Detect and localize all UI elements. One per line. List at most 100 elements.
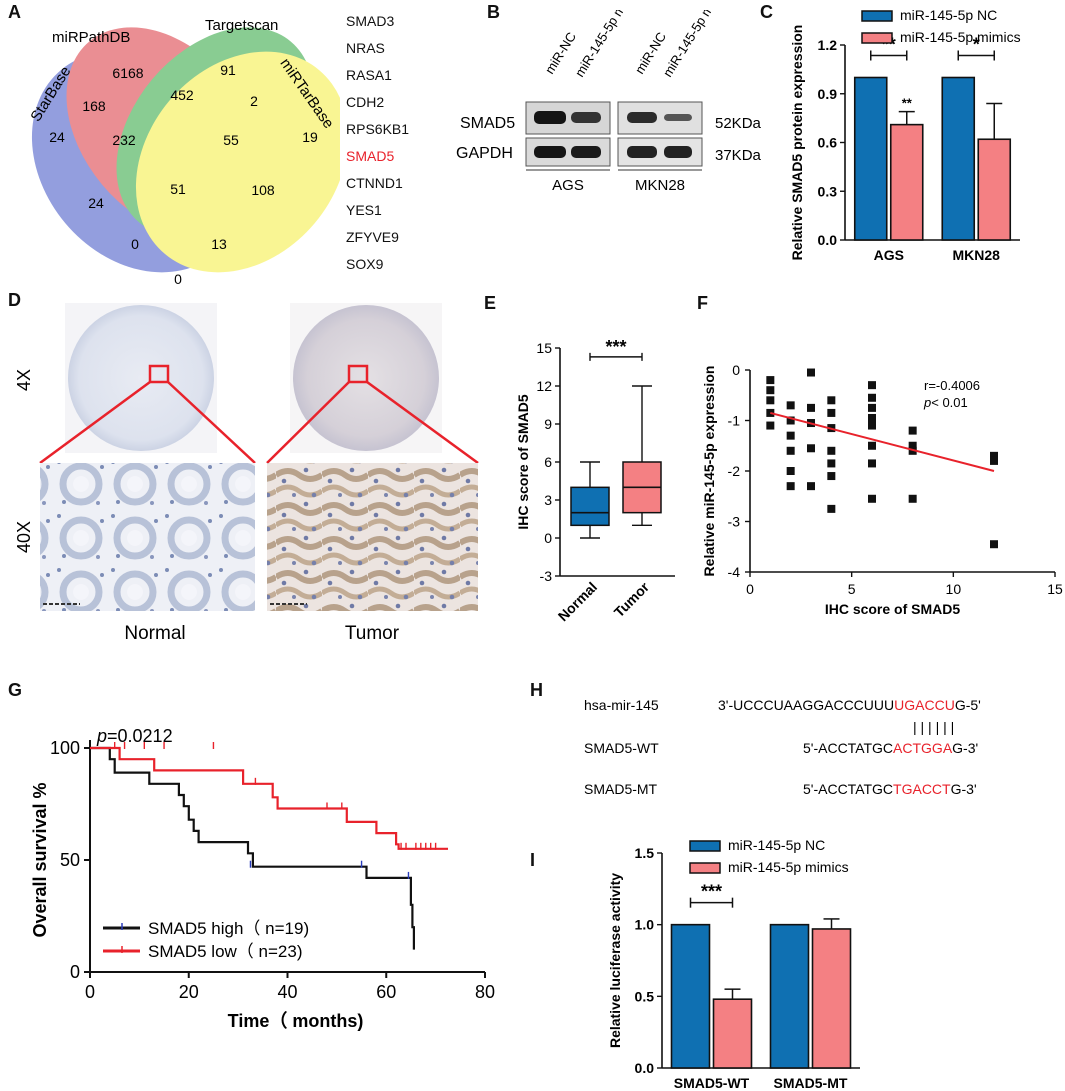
x-tick-label: 20 [179, 982, 199, 1002]
y-axis-title: Overall survival % [30, 782, 50, 937]
panel-label-a: A [8, 2, 21, 22]
lane-label: miR-145-5p mimics [660, 10, 732, 80]
venn-count: 24 [88, 195, 104, 211]
normal-40x-image [40, 463, 255, 611]
zoom-box [148, 364, 170, 384]
x-axis-title: Time（ months) [228, 1011, 364, 1031]
gene-list-item: SOX9 [346, 256, 384, 272]
x-axis-title: IHC score of SMAD5 [825, 601, 961, 617]
scatter-point [868, 403, 876, 412]
venn-count: 55 [223, 132, 239, 148]
scatter-point [827, 472, 836, 481]
y-tick-label: -3 [540, 568, 553, 584]
seq-label: SMAD5-MT [584, 781, 658, 797]
venn-count: 0 [174, 271, 182, 287]
legend-label: miR-145-5p NC [728, 837, 825, 853]
blot-band [627, 146, 657, 158]
y-tick-label: -3 [728, 514, 741, 530]
survival-curve [90, 746, 448, 850]
venn-count: 0 [131, 236, 139, 252]
bar [769, 923, 810, 1069]
scatter-point [827, 396, 836, 405]
survival-curve [90, 746, 415, 950]
venn-count: 452 [170, 87, 194, 103]
scatter-point [827, 446, 836, 455]
legend-swatch [861, 10, 893, 22]
blot-size-label: 52KDa [715, 115, 762, 132]
y-tick-label: 1.5 [635, 845, 655, 861]
seq-label: SMAD5-WT [584, 740, 659, 756]
chart-f-correlation-scatter: 0 5 10 15 0 -1 -2 -3 -4 r=-0.4006 p< 0.01 IHC score… [701, 362, 1063, 617]
significance-stars: *** [701, 882, 722, 902]
blot-band [534, 146, 566, 158]
x-tick-label: 0 [746, 581, 754, 597]
y-tick-label: 1.0 [635, 917, 655, 933]
y-tick-label: -4 [728, 564, 741, 580]
venn-label-mirpathdb: miRPathDB [52, 29, 130, 46]
venn-count: 168 [82, 98, 106, 114]
scatter-point [807, 403, 815, 412]
panel-label-c: C [760, 2, 773, 22]
venn-count: 24 [49, 129, 65, 145]
blot-band [664, 114, 692, 121]
venn-count: 6168 [112, 65, 143, 81]
gene-list-item: CDH2 [346, 94, 385, 110]
blot-band [571, 146, 601, 158]
mt-sequence: 5'-ACCTATGCTGACCTG-3' [803, 781, 977, 797]
gene-list-item: YES1 [346, 202, 382, 218]
blot-row-label: GAPDH [456, 145, 513, 162]
gene-list-item: RPS6KB1 [346, 121, 410, 137]
bar [811, 928, 852, 1069]
p-value-annotation: p=0.0212 [96, 726, 173, 746]
venn-count: 2 [250, 93, 258, 109]
x-category-label: SMAD5-WT [674, 1075, 750, 1091]
gene-list-item: SMAD5 [346, 148, 395, 164]
scatter-point [766, 421, 775, 430]
blot-size-label: 37KDa [715, 147, 762, 164]
panel-label-e: E [484, 293, 497, 313]
cell-line-label: AGS [552, 177, 584, 194]
legend-swatch [689, 862, 721, 874]
y-tick-label: 50 [60, 850, 80, 870]
x-category-label: Normal [555, 579, 600, 624]
bar [889, 123, 924, 241]
venn-diagram: StarBase miRPathDB Targetscan miRTarBase… [27, 17, 340, 287]
chart-i-luciferase: 0.0 0.5 1.0 1.5 *** SMAD5-WT SMAD5-MT miR-145-5… [607, 837, 860, 1091]
x-tick-label: 60 [376, 982, 396, 1002]
gene-list-item: RASA1 [346, 67, 392, 83]
bar [712, 998, 753, 1069]
scatter-point [786, 482, 795, 491]
scatter-point [786, 446, 795, 455]
x-tick-label: 10 [946, 581, 962, 597]
bar [941, 76, 976, 241]
venn-count: 91 [220, 62, 236, 78]
correlation-r: r=-0.4006 [924, 378, 980, 393]
x-category-label: AGS [874, 247, 904, 263]
scatter-point [868, 459, 876, 468]
mag-label-40x: 40X [14, 521, 34, 553]
wt-sequence: 5'-ACCTATGCACTGGAG-3' [803, 740, 978, 756]
zoom-line [366, 380, 479, 465]
legend-label: SMAD5 high（ n=19) [148, 919, 309, 938]
y-tick-label: 0.5 [635, 988, 655, 1004]
tumor-40x-image [267, 463, 478, 611]
seq-label: hsa-mir-145 [584, 697, 659, 713]
scatter-point [868, 393, 876, 402]
scatter-point [990, 540, 998, 549]
ihc-panel: 4X 40X Normal Tumor [14, 303, 479, 644]
scatter-point [868, 421, 876, 430]
bar-significance: ** [902, 96, 913, 111]
cell-line-label: MKN28 [635, 177, 685, 194]
venn-label-targetscan: Targetscan [205, 17, 278, 34]
gene-list-item: NRAS [346, 40, 385, 56]
scatter-point [766, 376, 775, 385]
scatter-point [786, 416, 795, 425]
western-blot: miR-NC miR-145-5p mimics miR-NC miR-145-… [456, 10, 762, 194]
y-tick-label: 0.3 [818, 183, 838, 199]
y-tick-label: -2 [728, 463, 741, 479]
venn-set-mirtarbase [135, 51, 340, 273]
x-tick-label: 80 [475, 982, 495, 1002]
scatter-point [990, 456, 998, 465]
scatter-point [766, 396, 775, 405]
